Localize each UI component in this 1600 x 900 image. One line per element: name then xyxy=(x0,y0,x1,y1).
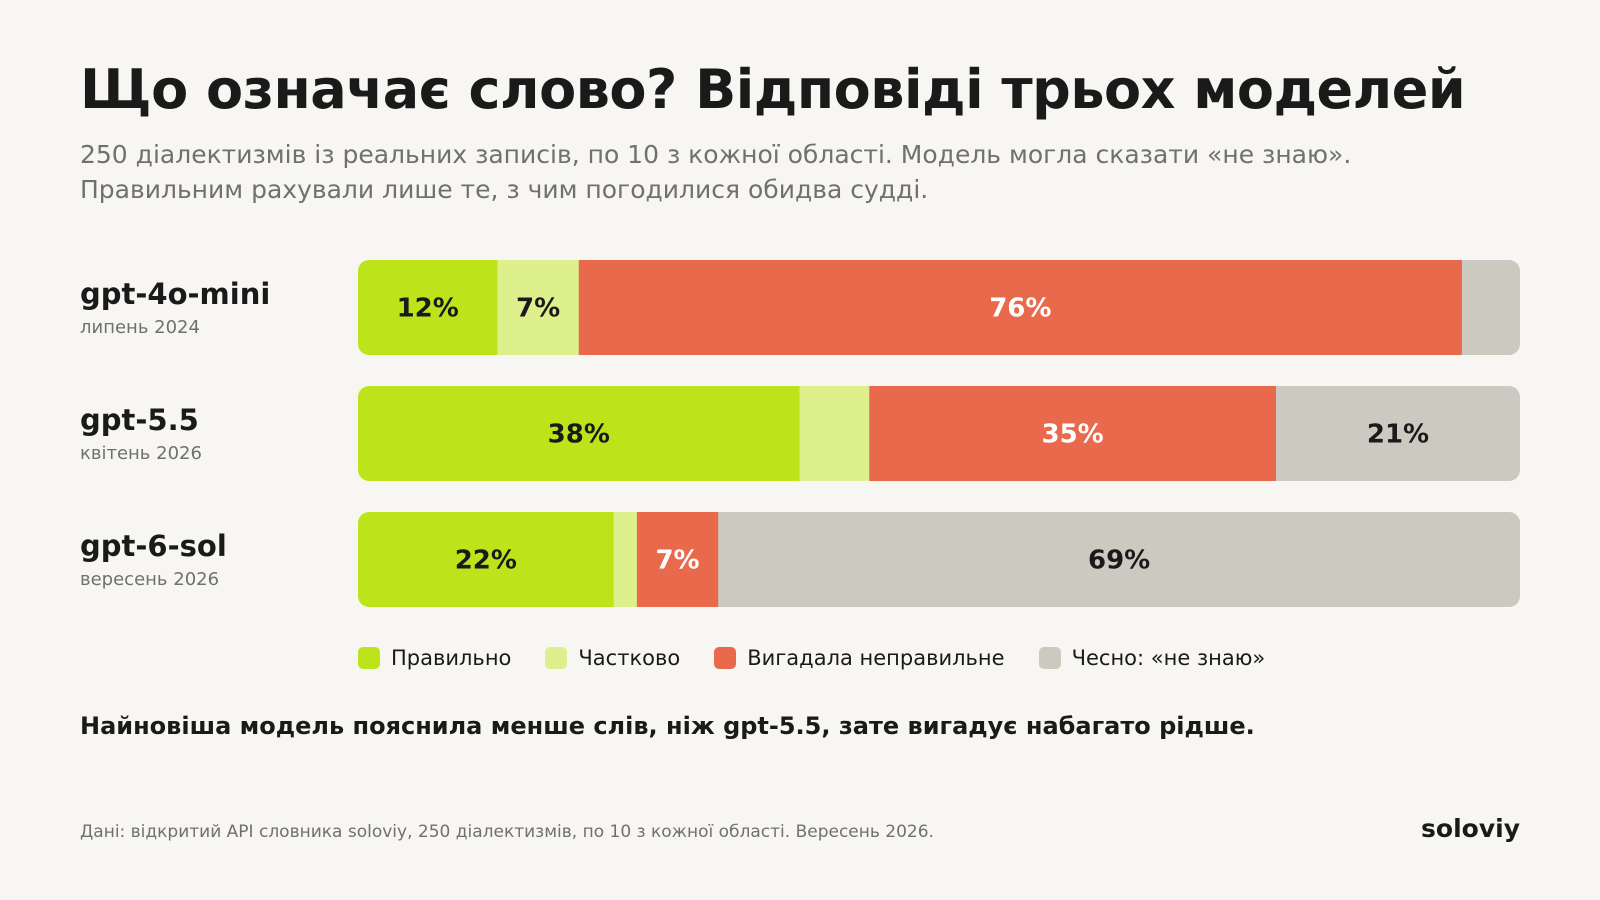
data-label-wrong: 35% xyxy=(1042,420,1104,450)
legend-swatch-partial xyxy=(545,647,568,669)
bar-segments xyxy=(358,386,1520,481)
category-label-date: квітень 2026 xyxy=(80,443,202,464)
legend-item-partial: Частково xyxy=(545,646,680,670)
subtitle-line-2: Правильним рахували лише те, з чим погод… xyxy=(80,175,929,204)
legend-label-correct: Правильно xyxy=(391,646,512,670)
legend-swatch-unknown xyxy=(1038,647,1061,669)
bar-segment-wrong xyxy=(869,386,1277,481)
data-label-wrong: 76% xyxy=(989,294,1051,324)
data-label-partial: 7% xyxy=(516,294,560,324)
legend-swatch-wrong xyxy=(714,647,737,669)
page-title: Що означає слово? Відповіді трьох моделе… xyxy=(80,58,1466,121)
bar-segment-wrong xyxy=(636,512,719,607)
bar-segments xyxy=(358,260,1520,355)
bar-segment-wrong xyxy=(578,260,1463,355)
bar-segment-correct xyxy=(358,386,801,481)
chart-legend: Правильно Частково Вигадала неправильне … xyxy=(358,646,1299,670)
category-label-date: липень 2024 xyxy=(80,317,200,338)
data-label-unknown: 69% xyxy=(1088,546,1150,576)
bar-segment-partial xyxy=(799,386,870,481)
category-label-model: gpt-4o-mini xyxy=(80,277,270,311)
bar-segment-unknown xyxy=(1461,260,1520,355)
category-label-model: gpt-5.5 xyxy=(80,403,199,437)
legend-swatch-correct xyxy=(358,647,380,669)
bar-segment-correct xyxy=(358,512,615,607)
brand-logo: soloviy xyxy=(1421,814,1520,843)
bar-row-gpt-4o-mini: 12% 7% 76% gpt-4o-mini липень 2024 xyxy=(80,260,1520,355)
bar-segment-partial xyxy=(613,512,638,607)
subtitle-line-1: 250 діалектизмів із реальних записів, по… xyxy=(80,140,1352,169)
legend-item-correct: Правильно xyxy=(358,646,511,670)
data-source-note: Дані: відкритий API словника soloviy, 25… xyxy=(80,822,934,842)
legend-label-partial: Частково xyxy=(578,646,681,670)
data-label-correct: 38% xyxy=(548,420,610,450)
category-label-date: вересень 2026 xyxy=(80,569,219,590)
bar-segments xyxy=(358,512,1520,607)
bar-row-gpt-6-sol: 22% 7% 69% gpt-6-sol вересень 2026 xyxy=(80,512,1520,607)
chart-conclusion: Найновіша модель пояснила менше слів, ні… xyxy=(80,712,1255,740)
category-label-model: gpt-6-sol xyxy=(80,529,227,563)
legend-label-wrong: Вигадала неправильне xyxy=(747,646,1005,670)
bar-row-gpt-5.5: 38% 35% 21% gpt-5.5 квітень 2026 xyxy=(80,386,1520,481)
bar-segment-correct xyxy=(358,260,498,355)
page-subtitle: 250 діалектизмів із реальних записів, по… xyxy=(80,137,1520,207)
bar-segment-unknown xyxy=(718,512,1520,607)
bar-segment-partial xyxy=(497,260,580,355)
bar-segment-unknown xyxy=(1275,386,1520,481)
data-label-correct: 12% xyxy=(397,294,459,324)
legend-label-unknown: Чесно: «не знаю» xyxy=(1071,646,1266,670)
data-label-unknown: 21% xyxy=(1367,420,1429,450)
data-label-wrong: 7% xyxy=(655,546,699,576)
legend-item-unknown: Чесно: «не знаю» xyxy=(1038,646,1266,670)
data-label-correct: 22% xyxy=(455,546,517,576)
legend-item-wrong: Вигадала неправильне xyxy=(714,646,1005,670)
